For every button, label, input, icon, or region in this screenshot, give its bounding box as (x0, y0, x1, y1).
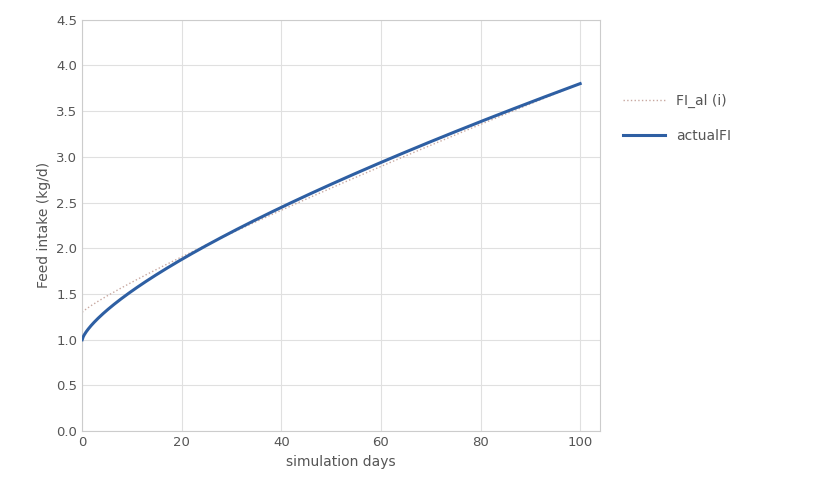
actualFI (486, 115, 496, 121)
FI_al (i) (77, 309, 87, 315)
FI_al (i) (374, 165, 384, 171)
Line: FI_al (i): FI_al (i) (82, 84, 580, 312)
Line: actualFI: actualFI (82, 84, 580, 340)
actualFI (314, 187, 324, 193)
FI_al (i) (316, 189, 326, 195)
Y-axis label: Feed intake (kg/d): Feed intake (kg/d) (37, 162, 51, 289)
actualFI (316, 186, 326, 192)
actualFI (575, 81, 585, 87)
X-axis label: simulation days: simulation days (286, 455, 396, 468)
FI_al (i) (314, 191, 324, 196)
FI_al (i) (563, 86, 573, 92)
Legend: FI_al (i), actualFI: FI_al (i), actualFI (617, 88, 737, 148)
FI_al (i) (347, 176, 357, 182)
FI_al (i) (575, 81, 585, 87)
actualFI (77, 337, 87, 343)
FI_al (i) (486, 118, 496, 123)
actualFI (347, 172, 357, 178)
actualFI (563, 85, 573, 91)
actualFI (374, 161, 384, 167)
